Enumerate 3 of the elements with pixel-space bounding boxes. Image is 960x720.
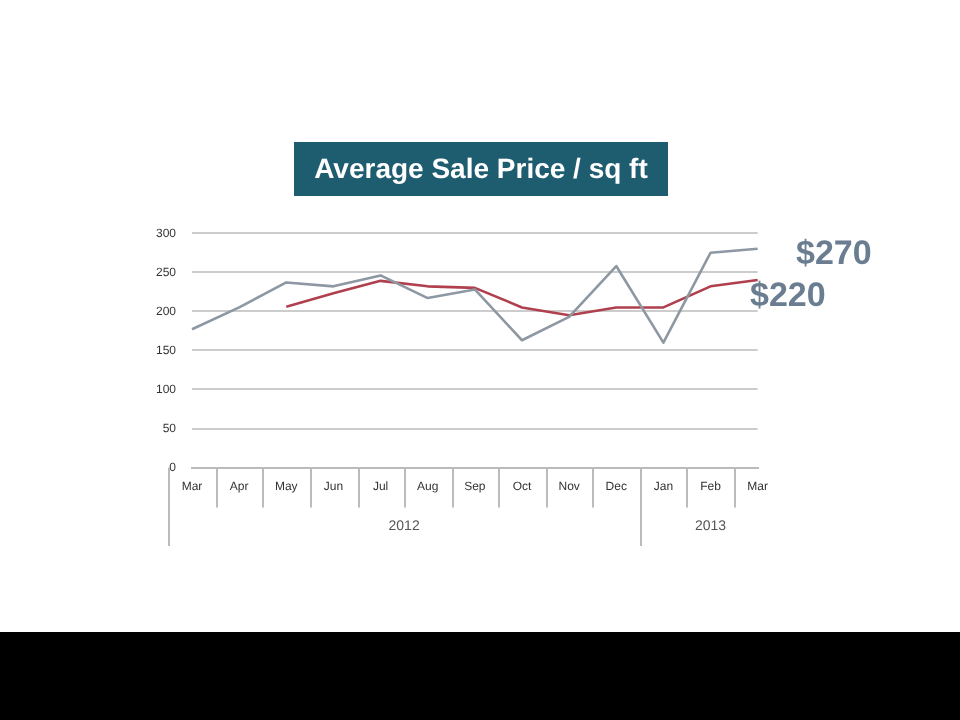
text: $270 [796, 234, 872, 274]
annotation: $220 [750, 276, 826, 316]
chart-title: Average Sale Price / sq ft [294, 142, 668, 196]
